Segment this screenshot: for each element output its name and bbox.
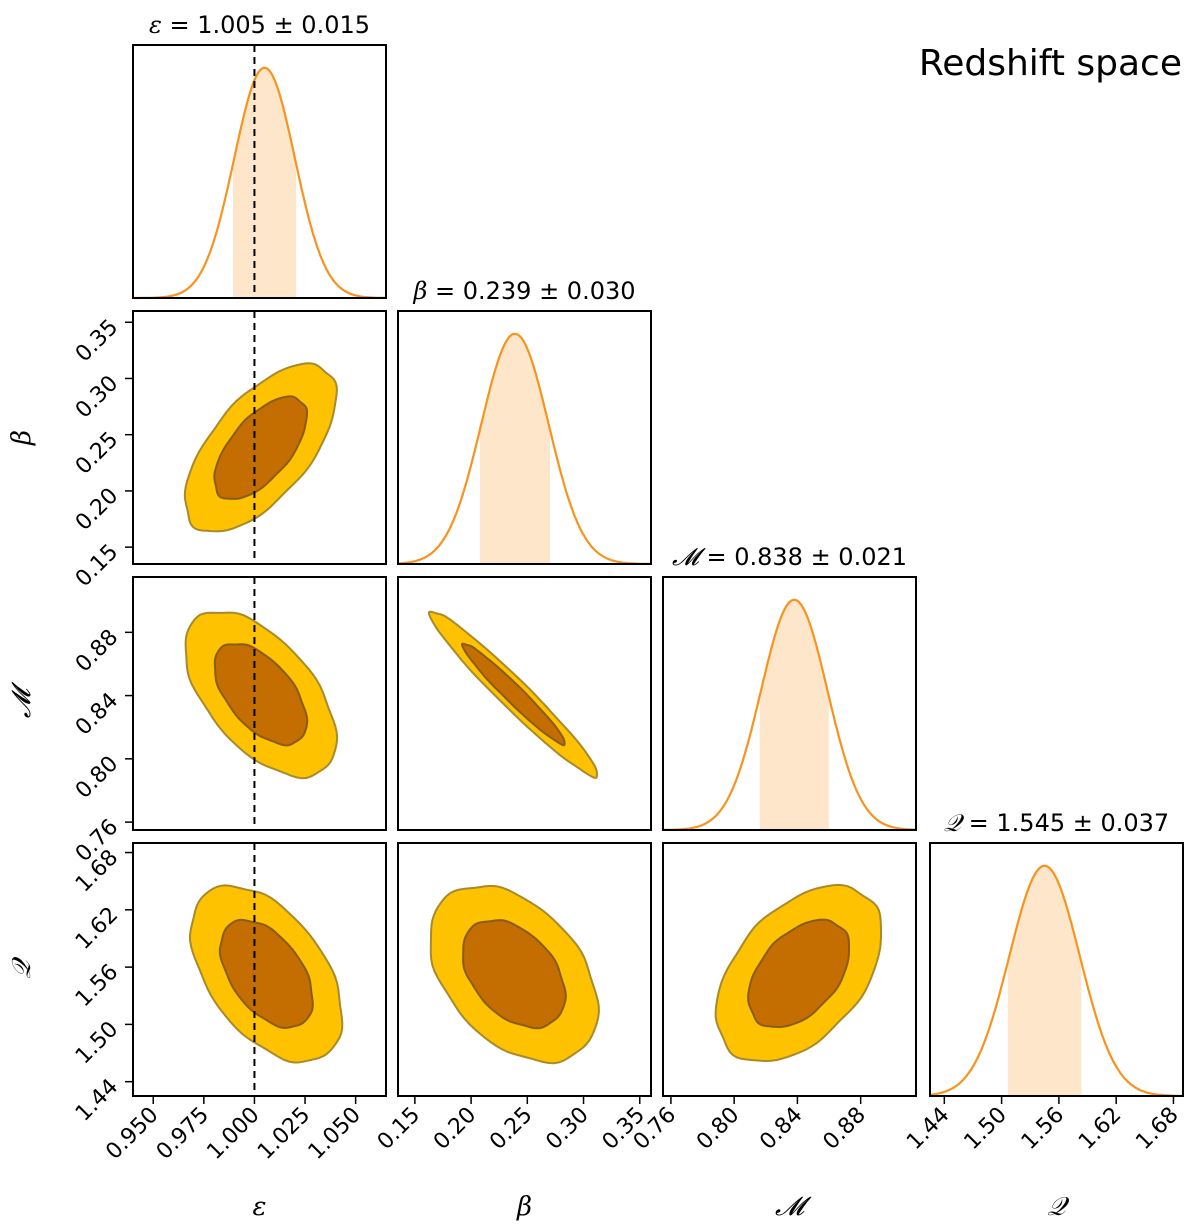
x-axis-label-epsilon: ε <box>253 1192 267 1222</box>
panel-frame <box>397 576 652 831</box>
panel-frame <box>662 842 917 1097</box>
y-tick-label: 1.62 <box>71 902 123 954</box>
x-tick-label: 0.15 <box>373 1103 425 1155</box>
y-tick-label: 1.50 <box>71 1017 123 1069</box>
y-tick-label: 0.88 <box>71 625 123 677</box>
marginal-panel-Q: 𝒬 = 1.545 ± 0.037 <box>929 809 1183 1097</box>
figure-title: Redshift space <box>919 43 1182 84</box>
x-tick-label: 0.25 <box>485 1103 537 1155</box>
x-axis-label-M: 𝓜 <box>775 1192 812 1222</box>
x-tick-label: 0.950 <box>101 1103 163 1165</box>
y-tick-label: 0.35 <box>71 315 123 367</box>
x-axis-label-Q: 𝒬 <box>1047 1192 1070 1222</box>
inner-contour-beta-Q <box>462 919 567 1030</box>
title-symbol-epsilon: ε <box>149 11 162 39</box>
y-axis-label-Q: 𝒬 <box>7 956 37 979</box>
x-tick-label: 1.68 <box>1131 1103 1183 1155</box>
panel-frame <box>132 310 387 565</box>
title-symbol-beta: β <box>412 277 427 305</box>
x-tick-label: 1.025 <box>253 1103 315 1165</box>
credible-band-M <box>759 599 829 830</box>
inner-contour-epsilon-beta <box>213 395 309 500</box>
inner-contour-M-Q <box>747 918 850 1029</box>
title-value-beta: = 0.239 ± 0.030 <box>427 277 635 305</box>
y-tick-label: 1.44 <box>71 1074 123 1126</box>
y-axis-label-M: 𝓜 <box>7 681 37 718</box>
posterior-curve-beta <box>398 332 651 565</box>
x-tick-label: 0.975 <box>152 1103 214 1165</box>
posterior-curve-M <box>663 598 916 831</box>
posterior-curve-Q <box>929 864 1183 1097</box>
marginal-panel-M: 𝓜 = 0.838 ± 0.021 <box>663 543 916 831</box>
y-tick-label: 0.15 <box>71 540 123 592</box>
panel-frame <box>397 842 652 1097</box>
marginal-panel-epsilon: ε = 1.005 ± 0.015 <box>133 11 386 300</box>
x-tick-label: 0.20 <box>429 1103 481 1155</box>
credible-band-Q <box>1007 865 1082 1096</box>
credible-band-epsilon <box>233 67 297 298</box>
panel-frame <box>662 576 917 831</box>
panel-frame <box>132 576 387 831</box>
y-tick-label: 0.84 <box>71 688 123 740</box>
credible-band-beta <box>479 333 550 564</box>
inner-contour-beta-M <box>460 642 566 747</box>
y-tick-label: 0.25 <box>71 427 123 479</box>
y-axis-label-beta: β <box>7 430 37 446</box>
posterior-curve-epsilon <box>133 66 386 300</box>
x-tick-label: 0.84 <box>755 1103 807 1155</box>
panel-frame <box>132 842 387 1097</box>
marginal-panel-beta: β = 0.239 ± 0.030 <box>398 277 651 565</box>
y-tick-label: 1.56 <box>71 960 123 1012</box>
title-beta: β = 0.239 ± 0.030 <box>412 277 635 305</box>
contour-panel-epsilon-Q <box>188 884 344 1064</box>
y-tick-label: 0.80 <box>71 751 123 803</box>
title-Q: 𝒬 = 1.545 ± 0.037 <box>944 809 1169 837</box>
title-symbol-Q: 𝒬 <box>944 809 965 837</box>
y-tick-label: 0.20 <box>71 483 123 535</box>
x-tick-label: 1.50 <box>960 1103 1012 1155</box>
contour-panel-M-Q <box>714 883 882 1063</box>
contour-panel-epsilon-M <box>184 611 339 780</box>
x-tick-label: 1.000 <box>202 1103 264 1165</box>
inner-contour-epsilon-M <box>213 643 309 747</box>
title-value-Q: = 1.545 ± 0.037 <box>961 809 1169 837</box>
x-tick-label: 1.62 <box>1074 1103 1126 1155</box>
panel-frame <box>132 44 387 299</box>
x-tick-label: 0.30 <box>541 1103 593 1155</box>
title-value-epsilon: = 1.005 ± 0.015 <box>162 11 370 39</box>
x-axis-label-beta: β <box>516 1192 532 1222</box>
title-value-M: = 0.838 ± 0.021 <box>699 543 907 571</box>
title-M: 𝓜 = 0.838 ± 0.021 <box>672 543 907 571</box>
x-tick-label: 1.56 <box>1017 1103 1069 1155</box>
inner-contour-epsilon-Q <box>218 918 314 1029</box>
contour-panel-epsilon-beta <box>183 362 338 533</box>
plot-layer: ε = 1.005 ± 0.015 β = 0.239 ± 0.030 𝓜 = 0.… <box>7 11 1184 1222</box>
x-tick-label: 1.050 <box>304 1103 366 1165</box>
title-epsilon: ε = 1.005 ± 0.015 <box>149 11 370 39</box>
x-tick-label: 0.80 <box>692 1103 744 1155</box>
x-tick-label: 0.88 <box>819 1103 871 1155</box>
contour-panel-beta-M <box>427 610 598 780</box>
panel-frame <box>929 842 1184 1097</box>
x-tick-label: 1.44 <box>902 1103 954 1155</box>
contour-panel-beta-Q <box>429 884 600 1065</box>
panel-frame <box>397 310 652 565</box>
y-tick-label: 0.30 <box>71 371 123 423</box>
